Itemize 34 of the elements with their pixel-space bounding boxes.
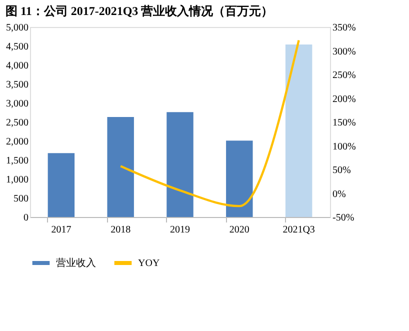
y-tick-label: 3,500 [6, 80, 28, 90]
y2-tick-label: 50% [332, 165, 351, 176]
y-tick-label: 2,500 [6, 118, 28, 128]
y-tick-label: 0 [24, 212, 28, 224]
y-tick-label: 4,000 [6, 60, 28, 72]
legend-label: YOY [138, 258, 160, 269]
chart-title: 图 11：公司 2017-2021Q3 营业收入情况（百万元） [6, 4, 274, 18]
bar [166, 112, 194, 217]
y-tick-label: 1,500 [6, 156, 28, 166]
x-tick-label: 2019 [170, 224, 190, 236]
legend-label: 营业收入 [56, 257, 96, 269]
y2-tick-label: 100% [332, 141, 356, 152]
x-tick-label: 2018 [110, 224, 131, 236]
y-tick-label: 4,500 [6, 42, 28, 52]
bar [48, 153, 75, 217]
line-series [119, 39, 300, 208]
y2-tick-label: 300% [332, 46, 356, 58]
y2-tick-label: 200% [332, 94, 356, 105]
y-tick-label: 5,000 [6, 22, 28, 34]
x-tick-label: 2021Q3 [282, 224, 315, 236]
y2-tick-label: -50% [332, 212, 354, 224]
y2-tick-label: 250% [332, 70, 356, 81]
y-tick-label: 3,000 [6, 98, 28, 110]
y2-tick-label: 0% [332, 188, 346, 200]
bar [226, 140, 253, 217]
y2-tick-label: 150% [332, 118, 356, 128]
y-tick-label: 1,000 [6, 174, 28, 186]
y-tick-label: 2,000 [6, 136, 28, 148]
y-tick-label: 500 [14, 194, 28, 204]
y2-tick-label: 350% [332, 22, 356, 34]
x-tick-label: 2017 [51, 224, 72, 236]
x-tick-label: 2020 [229, 224, 250, 236]
bar [107, 117, 134, 217]
bar [285, 44, 312, 217]
